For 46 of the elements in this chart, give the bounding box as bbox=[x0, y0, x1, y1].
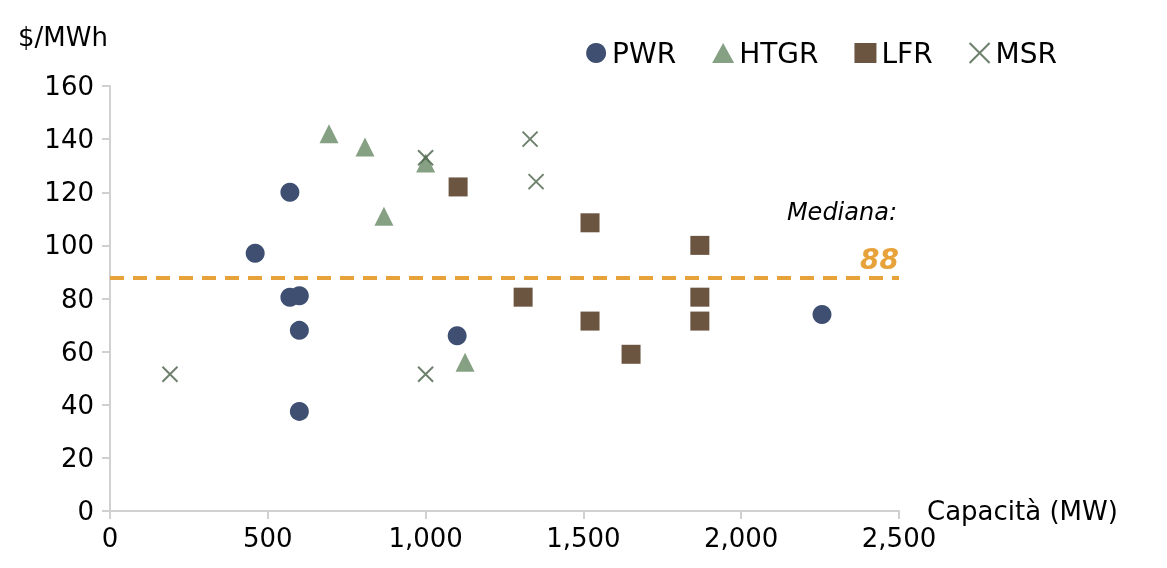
point bbox=[417, 365, 435, 383]
point bbox=[527, 173, 545, 191]
y-axis-title: $/MWh bbox=[18, 22, 108, 52]
point bbox=[280, 182, 300, 202]
point bbox=[289, 320, 309, 340]
y-tick-label: 140 bbox=[44, 124, 94, 155]
x-tick-label: 2,500 bbox=[861, 523, 937, 553]
legend-label: PWR bbox=[612, 36, 677, 70]
point bbox=[448, 177, 468, 197]
ref-line-label: 88 bbox=[860, 242, 899, 276]
annotation: Mediana: bbox=[786, 198, 897, 226]
y-tick-label: 100 bbox=[44, 230, 94, 261]
x-axis-title: Capacità (MW) bbox=[927, 496, 1118, 526]
x-tick-label: 1,500 bbox=[546, 523, 621, 553]
point bbox=[621, 344, 641, 364]
x-tick-label: 2,000 bbox=[703, 523, 779, 553]
y-tick-label: 20 bbox=[60, 442, 94, 473]
x-tick-label: 0 bbox=[101, 523, 119, 553]
point bbox=[521, 130, 539, 148]
y-tick-label: 80 bbox=[60, 283, 94, 314]
x-tick-label: 1,000 bbox=[388, 523, 463, 553]
y-tick-label: 160 bbox=[44, 71, 94, 101]
y-tick-label: 40 bbox=[60, 389, 94, 420]
point bbox=[455, 352, 475, 372]
y-tick-label: 60 bbox=[60, 336, 94, 367]
legend-label: MSR bbox=[995, 36, 1057, 70]
point bbox=[289, 401, 309, 421]
x-tick-label: 500 bbox=[242, 523, 293, 553]
point bbox=[355, 137, 375, 157]
point bbox=[417, 149, 435, 167]
point bbox=[690, 311, 710, 331]
point bbox=[374, 206, 394, 226]
point bbox=[690, 287, 710, 307]
point bbox=[319, 124, 339, 144]
point bbox=[161, 365, 179, 383]
point bbox=[580, 311, 600, 331]
point bbox=[245, 243, 265, 263]
point bbox=[447, 326, 467, 346]
point bbox=[580, 213, 600, 233]
point bbox=[513, 287, 533, 307]
y-tick-label: 120 bbox=[44, 177, 94, 208]
y-tick-label: 0 bbox=[77, 496, 94, 526]
legend-label: LFR bbox=[881, 36, 933, 70]
point bbox=[812, 304, 832, 324]
point bbox=[690, 235, 710, 255]
legend-label: HTGR bbox=[739, 36, 819, 70]
